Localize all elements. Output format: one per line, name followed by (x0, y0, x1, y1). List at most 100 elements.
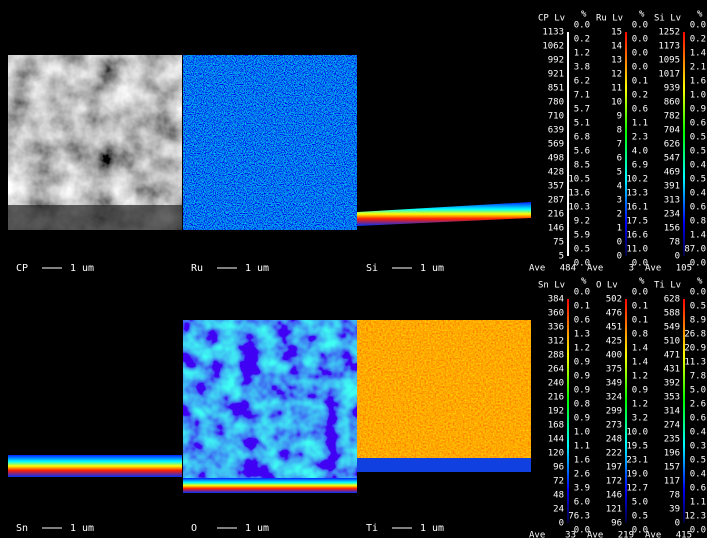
o-map-base (183, 478, 357, 493)
percent: 6.9 (632, 161, 648, 171)
level: 144 (548, 435, 564, 445)
level: 921 (548, 70, 564, 80)
percent: 0.9 (574, 372, 590, 382)
percent: 0.4 (690, 428, 706, 438)
percent: 7.1 (574, 91, 590, 101)
cp-map-base (8, 205, 182, 230)
percent: 1.6 (690, 77, 706, 87)
screen: CP1 umRu1 umSi1 umSn1 umO1 umTi1 um CP L… (0, 0, 707, 538)
percent: 1.2 (574, 344, 590, 354)
percent: 0.9 (574, 414, 590, 424)
ave-value: 219 (618, 531, 634, 538)
percent: 12.3 (684, 512, 706, 522)
level: 197 (606, 463, 622, 473)
percent: 0.6 (690, 203, 706, 213)
scale-title: CP Lv (538, 14, 565, 24)
level: 391 (664, 182, 680, 192)
level: 168 (548, 421, 564, 431)
percent: 0.1 (632, 77, 648, 87)
level: 357 (548, 182, 564, 192)
scale-label: 1 um (420, 523, 444, 534)
level: 9 (617, 112, 622, 122)
percent: 1.2 (632, 400, 648, 410)
percent: 3.9 (574, 484, 590, 494)
level: 0 (675, 519, 680, 529)
scale-label: 1 um (245, 523, 269, 534)
percent: 13.6 (568, 189, 590, 199)
level: 1133 (542, 28, 564, 38)
level: 569 (548, 140, 564, 150)
level: 710 (548, 112, 564, 122)
percent: 87.0 (684, 245, 706, 255)
level: 157 (664, 463, 680, 473)
percent: 1.4 (632, 344, 648, 354)
element-label: O (191, 523, 197, 534)
level: 860 (664, 98, 680, 108)
level: 146 (606, 491, 622, 501)
ave-label: Ave (529, 264, 545, 274)
level: 498 (548, 154, 564, 164)
level: 24 (553, 505, 564, 515)
level: 75 (553, 238, 564, 248)
percent: 1.6 (574, 456, 590, 466)
level: 392 (664, 379, 680, 389)
scale-title: Si Lv (654, 14, 681, 24)
percent: 1.4 (632, 358, 648, 368)
level: 431 (664, 365, 680, 375)
percent: 0.0 (632, 49, 648, 59)
level: 288 (548, 351, 564, 361)
level: 1017 (658, 70, 680, 80)
percent: 0.0 (632, 21, 648, 31)
ave-value: 3 (629, 264, 634, 274)
ave-label: Ave (587, 531, 603, 538)
level: 39 (669, 505, 680, 515)
ave-label: Ave (645, 531, 661, 538)
percent: 0.5 (690, 175, 706, 185)
percent: 5.1 (574, 119, 590, 129)
level: 639 (548, 126, 564, 136)
level: 476 (606, 309, 622, 319)
percent: 10.5 (568, 175, 590, 185)
percent: 5.0 (632, 498, 648, 508)
cp-map (8, 55, 182, 230)
percent: 0.0 (690, 288, 706, 298)
percent: 0.2 (632, 91, 648, 101)
level: 235 (664, 435, 680, 445)
percent: 0.0 (690, 526, 706, 536)
percent: 0.5 (690, 456, 706, 466)
level: 273 (606, 421, 622, 431)
level: 146 (548, 224, 564, 234)
percent: 0.5 (632, 512, 648, 522)
percent: 0.4 (690, 470, 706, 480)
percent: 0.8 (632, 330, 648, 340)
pct-header: % (639, 277, 645, 287)
percent: 0.8 (574, 400, 590, 410)
level: 13 (611, 56, 622, 66)
percent: 20.9 (684, 344, 706, 354)
level: 274 (664, 421, 680, 431)
ave-value: 33 (565, 531, 576, 538)
percent: 11.0 (626, 245, 648, 255)
level: 264 (548, 365, 564, 375)
level: 12 (611, 70, 622, 80)
level: 234 (664, 210, 680, 220)
level: 0 (617, 252, 622, 262)
percent: 0.0 (574, 288, 590, 298)
level: 1 (617, 224, 622, 234)
level: 172 (606, 477, 622, 487)
percent: 1.1 (632, 119, 648, 129)
scale-title: Sn Lv (538, 281, 565, 291)
level: 72 (553, 477, 564, 487)
percent: 0.2 (690, 35, 706, 45)
percent: 10.3 (568, 203, 590, 213)
percent: 8.9 (690, 316, 706, 326)
element-label: Sn (16, 523, 28, 534)
level: 451 (606, 323, 622, 333)
level: 78 (669, 238, 680, 248)
ave-value: 415 (676, 531, 692, 538)
level: 628 (664, 295, 680, 305)
level: 360 (548, 309, 564, 319)
level: 5 (559, 252, 564, 262)
percent: 0.0 (632, 63, 648, 73)
color-bar (567, 299, 569, 523)
